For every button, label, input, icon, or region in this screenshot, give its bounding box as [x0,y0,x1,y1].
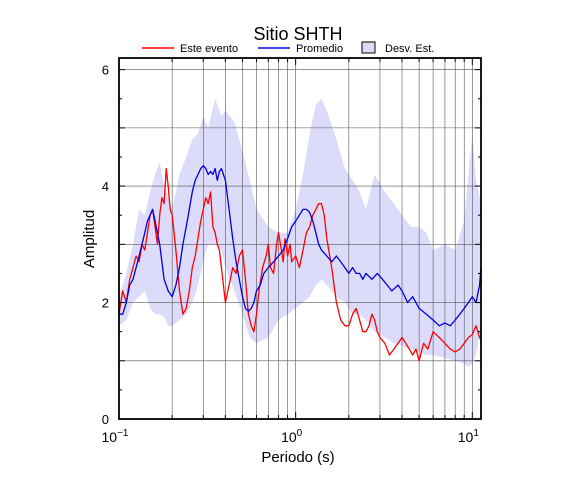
y-axis-label: Amplitud [81,210,98,268]
labels-layer: 0 2 4 6 10−1 100 101 [102,63,480,445]
legend-swatch-desv-est [361,41,376,54]
legend-label-promedio: Promedio [296,43,343,55]
plot-frame [118,57,482,420]
y-tick-label: 6 [102,63,109,78]
series-layer [119,165,481,362]
band-layer [119,98,481,367]
y-tick-label: 0 [102,412,109,427]
y-tick-label: 4 [102,179,109,194]
legend: Este evento Promedio Desv. Est. [142,41,434,55]
series-line-este-evento [119,167,481,362]
x-tick-label: 10−1 [102,428,129,445]
chart-title: Sitio SHTH [253,24,342,44]
legend-label-este-evento: Este evento [180,43,238,55]
y-tick-label: 2 [102,296,109,311]
axes-layer [118,57,482,420]
x-axis-label: Periodo (s) [261,449,334,466]
series-line-promedio [119,165,481,327]
legend-label-desv-est: Desv. Est. [385,43,434,55]
std-band [119,98,481,367]
x-tick-label: 100 [281,428,303,445]
grid-layer [119,58,481,419]
x-tick-label: 101 [458,428,480,445]
